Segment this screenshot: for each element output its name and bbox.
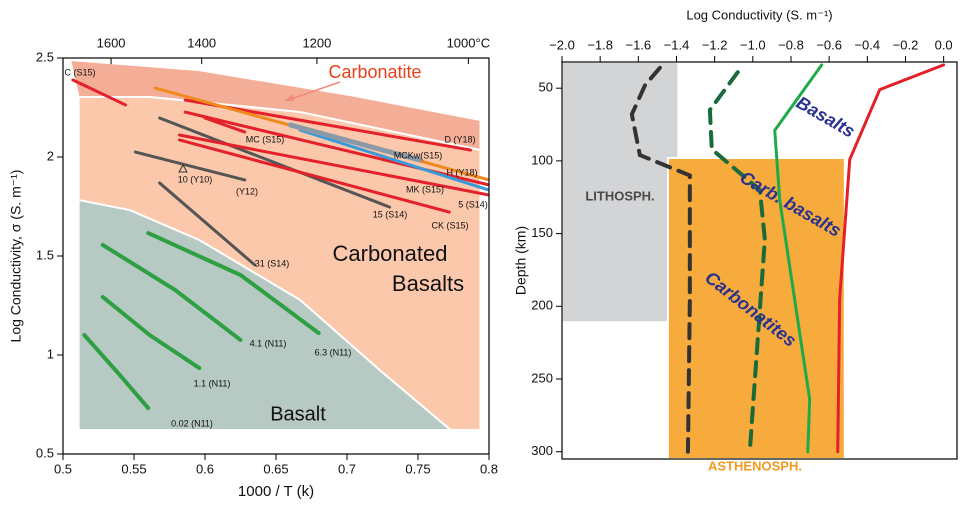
x-tick-label: 0.65 [263,461,288,476]
x-tick-label: −1.4 [664,37,690,52]
series-line [203,116,247,134]
y-tick-label: 2.5 [36,49,54,64]
x-tick-label: −0.8 [778,37,804,52]
series-line [133,150,247,182]
series-line [146,231,321,336]
y-tick-label: 50 [539,80,553,95]
x-tick-label: −0.6 [816,37,842,52]
x-tick-label: −1.0 [740,37,766,52]
line-label: 0.02 (N11) [171,418,213,428]
line-label: 15 (S14) [373,209,408,219]
x-axis-label: 1000 / T (k) [238,483,314,500]
series-line [100,242,243,342]
line-label: MC (S15) [246,134,285,144]
region [77,198,454,432]
y-tick-label: 100 [531,152,553,167]
y-axis-label: Log Conductivity, σ (S. m⁻¹) [8,170,24,343]
series-line [177,133,489,197]
annotation: ASTHENOSPH. [708,458,802,473]
annotation: Basalts [793,92,858,141]
line-label: 6.3 (N11) [315,347,352,357]
x-tick-label: −0.2 [893,37,919,52]
annotation: Basalt [270,403,326,425]
x-tick-label: −1.2 [702,37,728,52]
y-tick-label: 300 [531,443,553,458]
series-line [836,63,946,454]
series-line [629,65,692,454]
x-tick-label: −1.6 [625,37,651,52]
series-line [158,116,392,209]
x-tick-label: 0.7 [338,461,356,476]
y-tick-label: 1.5 [36,247,54,262]
x-tick-label: 0.6 [196,461,214,476]
series-line [71,78,127,107]
x2-tick-label: 1600 [97,35,126,50]
y-tick-label: 200 [531,298,553,313]
x2-tick-label: 1000°C [447,35,491,50]
annotation: Carbonated [333,241,448,266]
line-label: D (Y18) [444,134,475,144]
series-line [82,333,151,411]
x-axis-label: Log Conductivity (S. m⁻¹) [686,7,832,22]
series-line [177,138,451,214]
x-tick-label: 0.0 [935,37,953,52]
series-line [298,128,489,192]
y-tick-label: 0.5 [36,445,54,460]
line-label: C (S15) [64,67,95,77]
y-tick-label: 1 [47,346,54,361]
y-tick-label: 250 [531,370,553,385]
line-label: 5 (S14) [458,199,488,209]
line-label: MK (S15) [406,184,444,194]
x-tick-label: −0.4 [854,37,880,52]
region [666,156,846,459]
x-tick-label: −1.8 [587,37,613,52]
y-axis-label: Depth (km) [513,226,529,295]
line-label: 1.1 (N11) [194,378,231,388]
x-tick-label: 0.75 [405,461,430,476]
line-label: H (Y18) [446,167,477,177]
series-line [100,294,202,371]
arrow-head [284,94,294,101]
x2-tick-label: 1200 [302,35,331,50]
annotation: LITHOSPH. [585,188,654,203]
x-tick-label: 0.8 [480,461,498,476]
annotation: Basalts [392,271,464,296]
y-tick-label: 150 [531,225,553,240]
line-label: 10 (Y10) [178,174,213,184]
line-label: 31 (S14) [255,258,290,268]
line-label: 4.1 (N11) [250,338,287,348]
plot-frame [561,61,958,460]
series-line [707,70,767,454]
x-tick-label: −2.0 [549,37,575,52]
y-tick-label: 2 [47,148,54,163]
series-line [158,181,257,267]
annotation: Carbonatite [328,62,421,82]
series-line [773,63,824,454]
series-line [287,122,422,163]
x2-tick-label: 1400 [187,35,216,50]
annotation: (Y12) [236,186,258,196]
arrow [287,81,341,101]
marker [178,163,188,173]
line-label: MCKw(S15) [394,150,443,160]
plot-area [68,58,489,432]
plot-area [562,62,946,459]
x-tick-label: 0.55 [121,461,146,476]
x-tick-label: 0.5 [54,461,72,476]
line-label: CK (S15) [431,220,468,230]
